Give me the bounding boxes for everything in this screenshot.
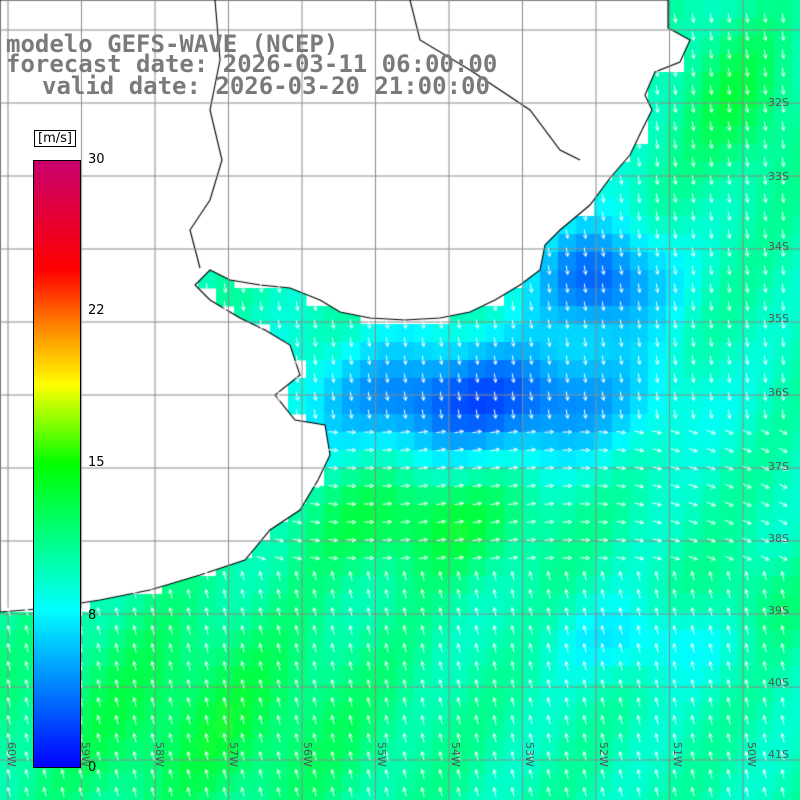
lon-label: 51W — [671, 742, 684, 767]
lon-label: 57W — [227, 742, 240, 767]
colorbar-tick-30: 30 — [88, 152, 105, 167]
valid-date: valid date: 2026-03-20 21:00:00 — [42, 72, 490, 100]
lat-label: 41S — [768, 748, 789, 761]
lat-label: 37S — [768, 460, 789, 473]
colorbar-tick-0: 0 — [88, 760, 97, 775]
lon-label: 60W — [5, 742, 18, 767]
colorbar-tick-15: 15 — [88, 455, 105, 470]
lat-label: 33S — [768, 170, 789, 183]
model-title: modelo GEFS-WAVE (NCEP) — [6, 30, 339, 58]
lon-label: 59W — [79, 742, 92, 767]
forecast-date: forecast date: 2026-03-11 06:00:00 — [6, 50, 498, 78]
lon-label: 53W — [523, 742, 536, 767]
lon-label: 54W — [449, 742, 462, 767]
lon-label: 52W — [597, 742, 610, 767]
lon-label: 58W — [153, 742, 166, 767]
lat-label: 34S — [768, 240, 789, 253]
lon-label: 56W — [301, 742, 314, 767]
colorbar-tick-22: 22 — [88, 303, 105, 318]
lat-label: 32S — [768, 96, 789, 109]
colorbar-tick-8: 8 — [88, 608, 97, 623]
lat-label: 39S — [768, 604, 789, 617]
lon-label: 50W — [745, 742, 758, 767]
lat-label: 36S — [768, 386, 789, 399]
lat-label: 40S — [768, 676, 789, 689]
lat-label: 38S — [768, 532, 789, 545]
colorbar-unit: [m/s] — [34, 130, 76, 147]
lon-label: 55W — [375, 742, 388, 767]
colorbar — [33, 160, 81, 768]
lat-label: 35S — [768, 312, 789, 325]
